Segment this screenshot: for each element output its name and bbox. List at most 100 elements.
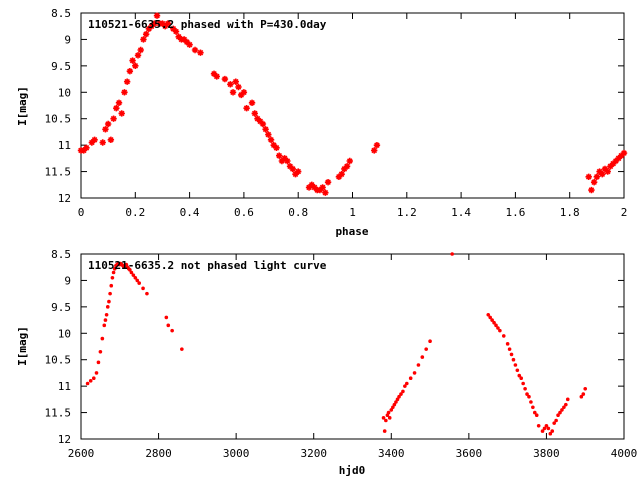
data-point — [121, 89, 128, 96]
data-point — [386, 410, 391, 415]
data-point — [513, 363, 518, 367]
data-point — [311, 184, 318, 191]
data-point — [399, 392, 403, 396]
x-tick-label: 2 — [621, 206, 628, 219]
data-point — [488, 315, 492, 320]
data-point — [281, 155, 288, 162]
data-point — [540, 429, 545, 433]
data-point — [552, 421, 556, 425]
data-point — [107, 136, 115, 144]
x-tick-label: 3600 — [456, 447, 483, 460]
data-point — [324, 178, 332, 186]
data-point — [83, 144, 90, 151]
data-point — [273, 144, 280, 151]
data-point — [137, 46, 144, 54]
data-point — [100, 336, 105, 341]
data-point — [99, 139, 106, 146]
data-point — [191, 46, 199, 54]
data-point — [382, 429, 387, 433]
data-point — [558, 410, 562, 415]
data-point — [585, 173, 592, 181]
data-point — [560, 408, 564, 412]
data-point — [509, 352, 514, 357]
y-tick-label: 10 — [58, 327, 71, 340]
data-point — [88, 139, 96, 146]
y-tick-label: 10.5 — [45, 113, 72, 126]
y-tick-label: 10 — [58, 86, 71, 99]
data-point — [135, 278, 140, 283]
data-point — [615, 155, 622, 162]
data-point — [85, 381, 90, 386]
data-point — [262, 126, 269, 133]
data-point — [371, 147, 378, 154]
data-point — [565, 397, 570, 402]
data-point — [131, 273, 136, 277]
data-point — [620, 149, 628, 157]
data-point — [254, 115, 261, 122]
x-tick-label: 3800 — [533, 447, 560, 460]
data-point — [523, 386, 527, 391]
data-point — [335, 173, 343, 181]
data-point — [265, 131, 272, 138]
data-point — [107, 299, 111, 304]
data-point — [428, 339, 432, 344]
data-points — [77, 12, 628, 196]
data-point — [562, 405, 566, 410]
data-point — [115, 99, 123, 107]
unphased-light-curve-chart: 2600 2800 3000 3200 3400 3600 3800 4000 8.5 9 9.5 1… — [16, 248, 637, 477]
data-point — [186, 41, 193, 48]
data-point — [240, 89, 248, 96]
data-point — [583, 386, 588, 391]
data-point — [601, 165, 609, 173]
x-tick-label: 3400 — [378, 447, 405, 460]
data-point — [389, 408, 394, 412]
data-point — [531, 405, 535, 410]
data-point — [515, 368, 520, 373]
y-tick-label: 9 — [64, 274, 71, 287]
data-point — [416, 363, 421, 367]
data-point — [210, 70, 218, 77]
data-point — [110, 275, 115, 280]
data-point — [295, 168, 302, 175]
data-point — [96, 360, 101, 365]
data-point — [235, 83, 242, 91]
y-axis-label: I[mag] — [16, 86, 29, 126]
data-point — [492, 320, 496, 325]
y-tick-label: 10.5 — [45, 354, 72, 367]
chart-title: 110521-6635.2 not phased light curve — [88, 259, 327, 272]
x-tick-label: 3200 — [300, 447, 327, 460]
data-point — [267, 136, 275, 144]
data-point — [227, 81, 234, 88]
data-point — [507, 347, 512, 351]
axis-ticks — [80, 12, 625, 199]
x-tick-label: 1.4 — [451, 206, 471, 219]
data-point — [118, 110, 125, 117]
data-point — [248, 99, 256, 107]
data-point — [381, 416, 386, 420]
y-tick-label: 9 — [64, 33, 71, 46]
data-point — [161, 23, 169, 30]
data-point — [159, 20, 166, 27]
data-point — [521, 381, 525, 386]
x-tick-label: 4000 — [611, 447, 638, 460]
data-point — [519, 376, 524, 381]
data-point — [94, 371, 99, 375]
data-point — [259, 120, 267, 128]
data-points — [85, 252, 588, 436]
y-tick-label: 11 — [58, 139, 71, 152]
data-point — [112, 267, 117, 271]
data-point — [384, 418, 388, 423]
data-point — [397, 394, 401, 399]
data-point — [88, 379, 93, 383]
data-point — [556, 413, 560, 418]
data-point — [145, 25, 153, 33]
data-point — [564, 402, 568, 407]
data-point — [128, 268, 132, 272]
data-point — [346, 157, 353, 165]
data-point — [213, 73, 220, 80]
x-tick-label: 2600 — [68, 447, 95, 460]
y-tick-label: 9.5 — [51, 60, 71, 73]
data-point — [129, 270, 134, 275]
data-point — [140, 36, 147, 43]
data-point — [275, 152, 283, 159]
